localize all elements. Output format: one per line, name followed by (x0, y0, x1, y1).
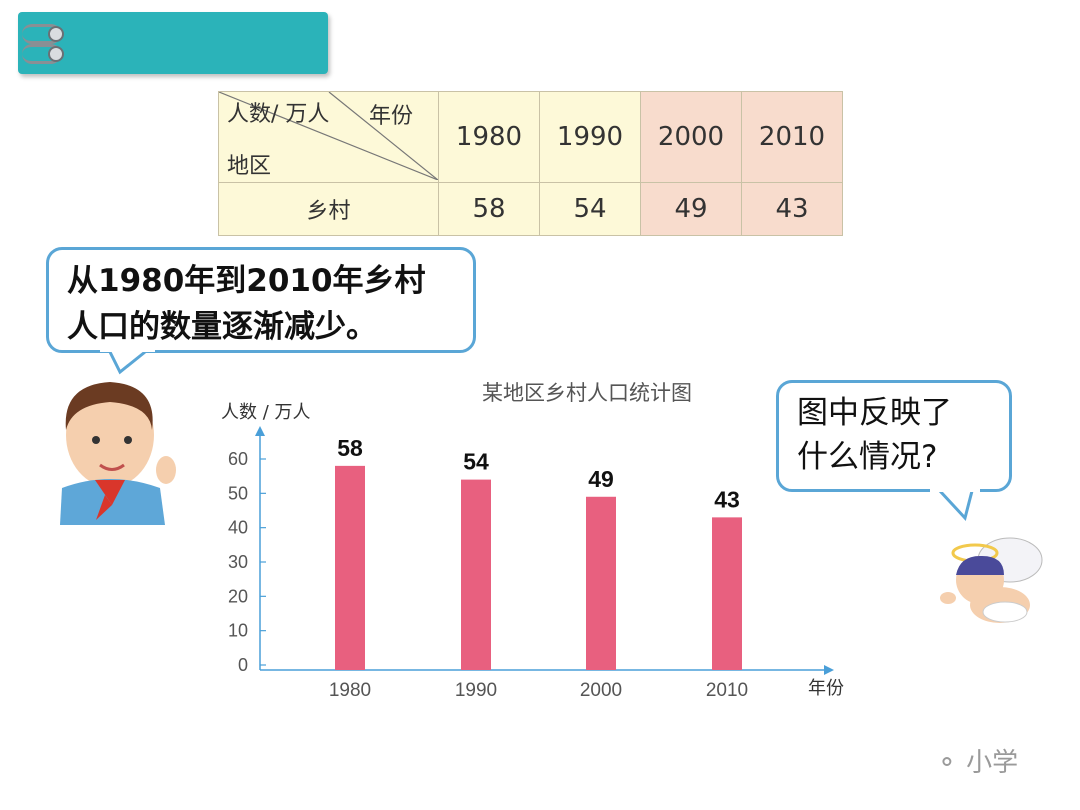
data-label-1990: 54 (463, 449, 489, 475)
watermark: ⚬ 小学 (936, 742, 1018, 779)
y-axis-arrow-icon (255, 426, 265, 436)
bubble-left-line2: 人口的数量逐渐减少。 (67, 309, 377, 345)
y-tick-label: 30 (228, 552, 248, 572)
watermark-text: 小学 (966, 748, 1019, 778)
speech-bubble-right: 图中反映了 什么情况? (776, 380, 1012, 492)
y-tick-label: 10 (228, 621, 248, 641)
title-tab (18, 12, 328, 74)
corner-region-label: 地区 (227, 154, 272, 179)
y-tick-label: 20 (228, 586, 248, 606)
bubble-left-line1: 从1980年到2010年乡村 (67, 263, 426, 299)
bars: 58 1980 54 1990 49 2000 43 2010 (329, 435, 748, 701)
corner-diagonal-lines (219, 92, 438, 180)
angel-illustration-icon (940, 537, 1043, 623)
x-axis-arrow-icon (824, 665, 834, 675)
year-header: 1990 (539, 91, 641, 183)
data-label-2010: 43 (714, 486, 740, 512)
year-header: 2010 (741, 91, 843, 183)
y-tick-label: 40 (228, 518, 248, 538)
y-tick-label: 0 (238, 655, 248, 675)
binder-hole-icon (48, 26, 64, 42)
row-label: 乡村 (218, 182, 439, 236)
speech-bubble-left: 从1980年到2010年乡村 人口的数量逐渐减少。 (46, 247, 476, 353)
y-tick-label: 60 (228, 449, 248, 469)
bubble-tail-right (938, 489, 974, 522)
table-corner-header: 人数/ 万人 年份 地区 (218, 91, 439, 183)
data-label-1980: 58 (337, 435, 363, 461)
bar-1990 (461, 479, 491, 670)
table-value: 43 (741, 182, 843, 236)
boy-illustration-icon (60, 382, 176, 525)
y-ticks: 0 10 20 30 40 50 60 (228, 449, 266, 675)
y-tick-label: 50 (228, 483, 248, 503)
table-value: 49 (640, 182, 742, 236)
year-header: 1980 (438, 91, 540, 183)
year-header: 2000 (640, 91, 742, 183)
corner-people-label: 人数/ 万人 (227, 102, 330, 127)
x-tick-label-1990: 1990 (455, 680, 497, 701)
bar-1980 (335, 465, 365, 670)
x-tick-label-2000: 2000 (580, 680, 622, 701)
chart-title: 某地区乡村人口统计图 (482, 381, 692, 405)
binder-hole-icon (48, 46, 64, 62)
x-tick-label-2010: 2010 (706, 680, 748, 701)
data-label-2000: 49 (588, 466, 614, 492)
x-axis-label: 年份 (808, 678, 844, 699)
y-axis-label: 人数 / 万人 (221, 402, 311, 423)
table-value: 58 (438, 182, 540, 236)
x-tick-label-1980: 1980 (329, 680, 371, 701)
bubble-right-line1: 图中反映了 (797, 395, 952, 431)
population-table: 人数/ 万人 年份 地区 1980 1990 2000 2010 乡村 58 5… (218, 91, 843, 236)
corner-year-label: 年份 (369, 104, 414, 129)
bar-2010 (712, 517, 742, 670)
bar-2000 (586, 496, 616, 670)
bubble-tail-left (108, 350, 146, 375)
wechat-icon: ⚬ (936, 748, 958, 778)
bubble-right-line2: 什么情况? (797, 439, 938, 475)
